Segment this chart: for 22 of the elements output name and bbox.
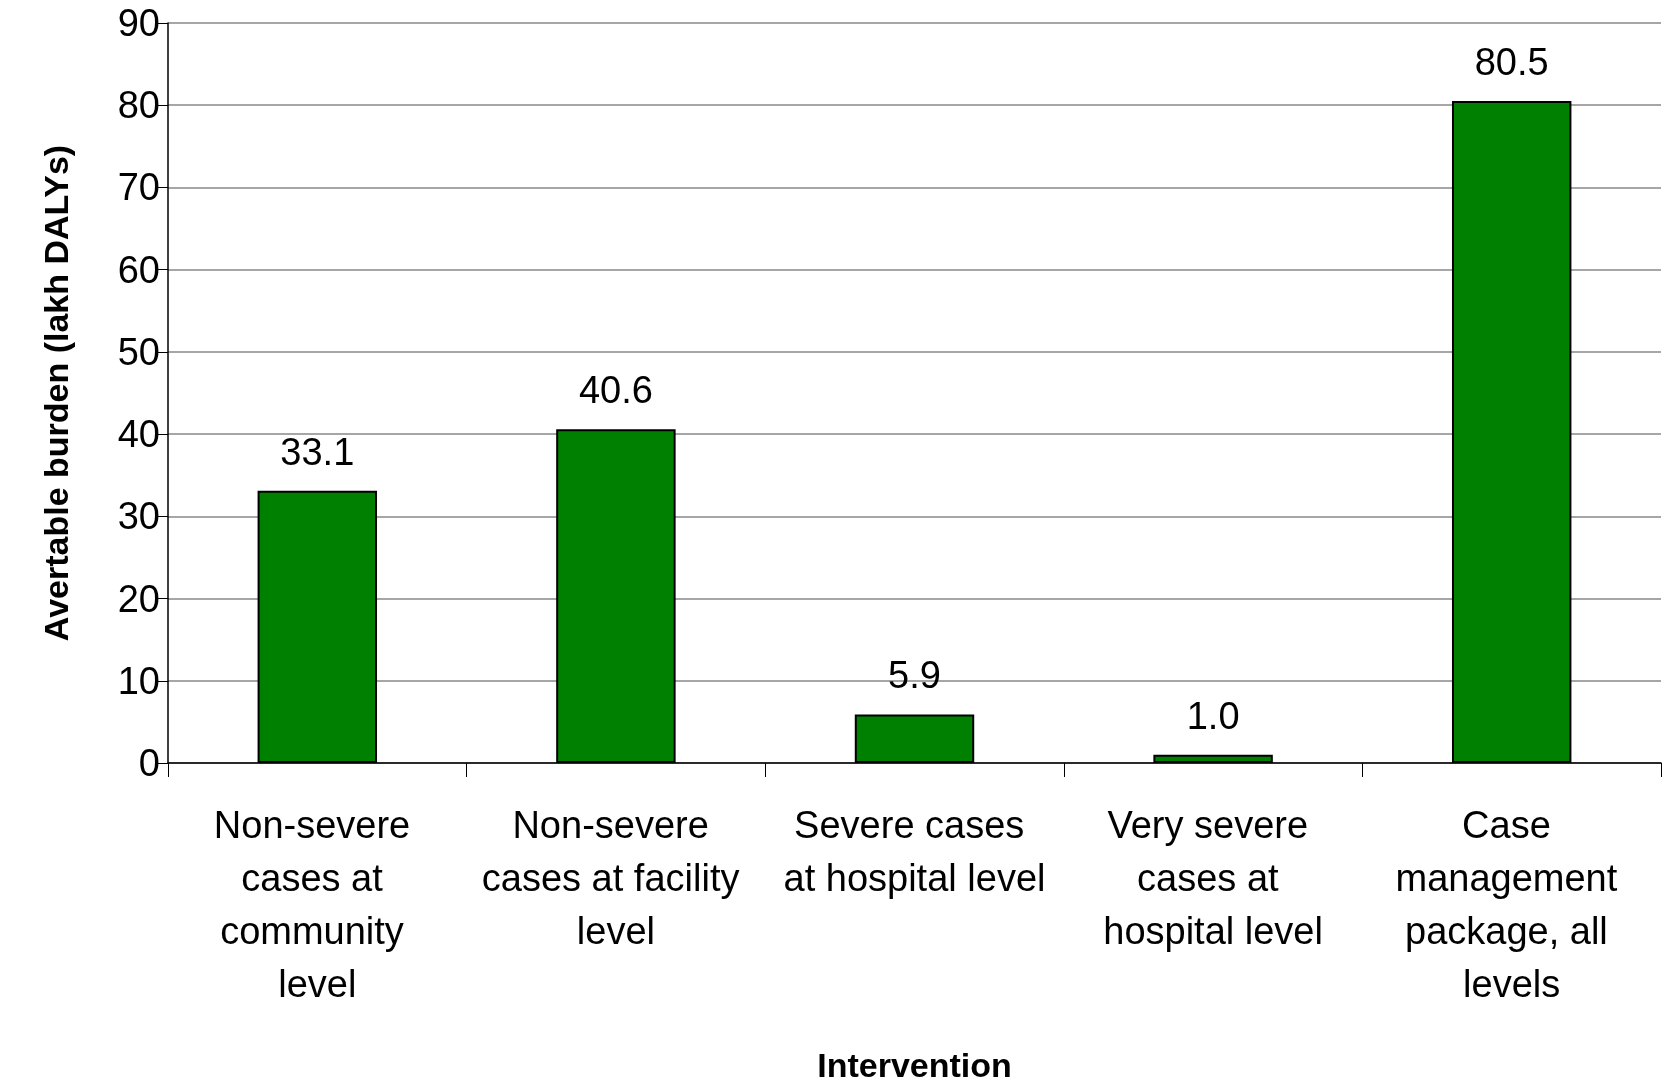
x-tick-label: Non-severe cases at facility level [481,803,751,952]
x-axis-title: Intervention [817,1046,1012,1084]
data-label: 33.1 [280,430,355,473]
y-tick-label: 50 [117,330,160,373]
data-label: 1.0 [1186,694,1240,737]
y-tick-label: 30 [117,495,160,538]
y-tick-label: 70 [117,166,160,209]
y-tick-label: 60 [117,248,160,291]
y-tick-label: 20 [117,577,160,620]
x-tick-label: Very severe cases at hospital level [1103,803,1323,952]
y-axis-title: Avertable burden (lakh DALYs) [37,144,75,642]
data-label: 40.6 [578,369,653,412]
y-tick-label: 90 [117,2,160,44]
x-tick-label: Case management package, all levels [1395,803,1628,1005]
y-tick-label: 80 [117,84,160,127]
x-tick-label: Non-severe cases at community level [213,803,421,1005]
data-label: 5.9 [888,654,941,697]
x-tick-label: Severe cases at hospital level [783,803,1046,899]
y-tick-label: 40 [117,413,160,456]
y-tick-label: 0 [138,742,160,784]
y-tick-label: 10 [117,659,160,702]
data-label: 80.5 [1474,41,1549,84]
